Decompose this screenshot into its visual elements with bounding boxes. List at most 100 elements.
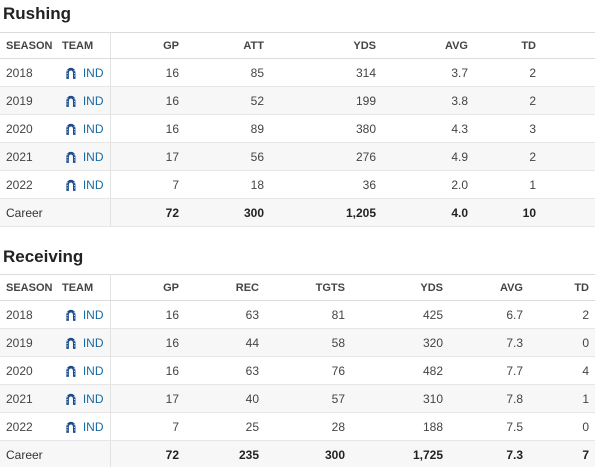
team-link[interactable]: IND — [82, 177, 104, 192]
rec-cell: 44 — [185, 328, 265, 357]
td-cell: 1 — [474, 170, 542, 199]
season-cell: 2019 — [0, 328, 56, 357]
colts-horseshoe-icon — [66, 337, 76, 349]
team-cell[interactable]: IND — [56, 142, 111, 171]
team-cell[interactable]: IND — [56, 356, 111, 385]
tgts-cell: 76 — [265, 356, 351, 385]
header-td[interactable]: TD — [529, 274, 595, 301]
yds-cell: 199 — [270, 86, 382, 115]
header-spacer — [542, 32, 595, 59]
table-row: 2021 IND 17 56 276 4.9 2 — [0, 142, 595, 171]
header-rec[interactable]: REC — [185, 274, 265, 301]
td-cell: 0 — [529, 412, 595, 441]
career-label: Career — [0, 198, 111, 227]
team-cell[interactable]: IND — [56, 300, 111, 329]
team-cell[interactable]: IND — [56, 170, 111, 199]
team-cell[interactable]: IND — [56, 328, 111, 357]
team-cell[interactable]: IND — [56, 412, 111, 441]
team-link[interactable]: IND — [82, 65, 104, 80]
team-cell[interactable]: IND — [56, 384, 111, 413]
career-row: Career 72 300 1,205 4.0 10 — [0, 198, 595, 227]
rec-cell: 25 — [185, 412, 265, 441]
td-cell: 4 — [529, 356, 595, 385]
header-gp[interactable]: GP — [110, 32, 185, 59]
team-cell[interactable]: IND — [56, 114, 111, 143]
table-row: 2022 IND 7 25 28 188 7.5 0 — [0, 412, 595, 441]
career-gp-cell: 72 — [110, 440, 185, 467]
header-gp[interactable]: GP — [110, 274, 185, 301]
att-cell: 18 — [185, 170, 270, 199]
header-team[interactable]: TEAM — [56, 274, 111, 301]
avg-cell: 3.8 — [382, 86, 474, 115]
header-td[interactable]: TD — [474, 32, 542, 59]
header-att[interactable]: ATT — [185, 32, 270, 59]
career-rec-cell: 235 — [185, 440, 265, 467]
avg-cell: 6.7 — [449, 300, 529, 329]
colts-horseshoe-icon — [66, 95, 76, 107]
gp-cell: 16 — [110, 300, 185, 329]
colts-horseshoe-icon — [66, 365, 76, 377]
yds-cell: 276 — [270, 142, 382, 171]
gp-cell: 7 — [110, 170, 185, 199]
team-link[interactable]: IND — [82, 307, 104, 322]
rushing-table: SEASON TEAM GP ATT YDS AVG TD 2018 IND 16 8… — [0, 32, 595, 227]
team-cell[interactable]: IND — [56, 58, 111, 87]
gp-cell: 16 — [110, 328, 185, 357]
colts-horseshoe-icon — [66, 151, 76, 163]
colts-horseshoe-icon — [66, 179, 76, 191]
spacer-cell — [542, 198, 595, 227]
season-cell: 2020 — [0, 114, 56, 143]
team-link[interactable]: IND — [82, 363, 104, 378]
tgts-cell: 57 — [265, 384, 351, 413]
avg-cell: 7.5 — [449, 412, 529, 441]
header-avg[interactable]: AVG — [449, 274, 529, 301]
header-avg[interactable]: AVG — [382, 32, 474, 59]
receiving-body: 2018 IND 16 63 81 425 6.7 2 2019 IND 16 44 58 320 7.3 0… — [0, 300, 595, 467]
season-cell: 2018 — [0, 58, 56, 87]
career-td-cell: 7 — [529, 440, 595, 467]
career-gp-cell: 72 — [110, 198, 185, 227]
team-link[interactable]: IND — [82, 149, 104, 164]
td-cell: 2 — [474, 58, 542, 87]
header-yds[interactable]: YDS — [270, 32, 382, 59]
avg-cell: 7.8 — [449, 384, 529, 413]
career-tgts-cell: 300 — [265, 440, 351, 467]
spacer-cell — [542, 86, 595, 115]
gp-cell: 17 — [110, 142, 185, 171]
table-row: 2019 IND 16 52 199 3.8 2 — [0, 86, 595, 115]
colts-horseshoe-icon — [66, 67, 76, 79]
header-team[interactable]: TEAM — [56, 32, 111, 59]
spacer-cell — [542, 58, 595, 87]
gp-cell: 16 — [110, 58, 185, 87]
season-cell: 2022 — [0, 412, 56, 441]
header-tgts[interactable]: TGTS — [265, 274, 351, 301]
season-cell: 2020 — [0, 356, 56, 385]
team-cell[interactable]: IND — [56, 86, 111, 115]
tgts-cell: 58 — [265, 328, 351, 357]
team-link[interactable]: IND — [82, 121, 104, 136]
team-link[interactable]: IND — [82, 335, 104, 350]
career-avg-cell: 7.3 — [449, 440, 529, 467]
avg-cell: 7.7 — [449, 356, 529, 385]
yds-cell: 314 — [270, 58, 382, 87]
table-row: 2022 IND 7 18 36 2.0 1 — [0, 170, 595, 199]
receiving-header-row: SEASON TEAM GP REC TGTS YDS AVG TD — [0, 274, 595, 301]
team-link[interactable]: IND — [82, 93, 104, 108]
season-cell: 2021 — [0, 142, 56, 171]
team-link[interactable]: IND — [82, 391, 104, 406]
colts-horseshoe-icon — [66, 421, 76, 433]
td-cell: 2 — [474, 142, 542, 171]
team-link[interactable]: IND — [82, 419, 104, 434]
colts-horseshoe-icon — [66, 393, 76, 405]
yds-cell: 425 — [351, 300, 449, 329]
spacer-cell — [542, 114, 595, 143]
avg-cell: 4.9 — [382, 142, 474, 171]
rec-cell: 63 — [185, 356, 265, 385]
career-yds-cell: 1,725 — [351, 440, 449, 467]
season-cell: 2021 — [0, 384, 56, 413]
rushing-body: 2018 IND 16 85 314 3.7 2 2019 IND 16 52 199 3.8 2 2020… — [0, 58, 595, 227]
table-row: 2020 IND 16 89 380 4.3 3 — [0, 114, 595, 143]
header-season[interactable]: SEASON — [0, 274, 56, 301]
header-season[interactable]: SEASON — [0, 32, 56, 59]
header-yds[interactable]: YDS — [351, 274, 449, 301]
